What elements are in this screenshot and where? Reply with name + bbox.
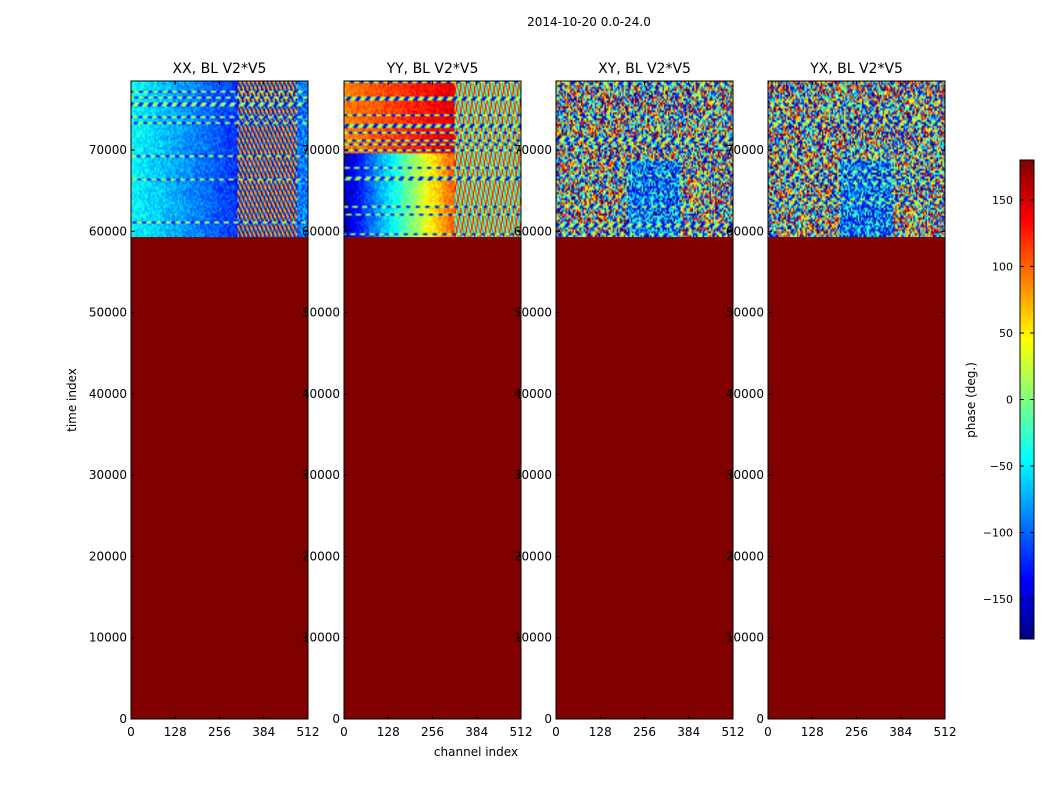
panel-4-ytick-label: 30000 bbox=[726, 468, 764, 482]
panel-3-heatmap-active bbox=[556, 81, 733, 238]
panel-2: YY, BL V2*V5 0 10000 20000 30000 40000 50000 60… bbox=[302, 61, 533, 739]
panel-3-xtick-label: 512 bbox=[722, 725, 745, 739]
figure-title: 2014-10-20 0.0-24.0 bbox=[527, 15, 651, 29]
panel-4-xtick-label: 256 bbox=[845, 725, 868, 739]
panel-4-ytick-label: 70000 bbox=[726, 143, 764, 157]
panel-1-title: XX, BL V2*V5 bbox=[173, 61, 267, 77]
panel-4-ytick-label: 60000 bbox=[726, 224, 764, 238]
panel-1-xtick-label: 512 bbox=[297, 725, 320, 739]
panel-2-xtick-label: 384 bbox=[465, 725, 488, 739]
panel-2-xtick-label: 128 bbox=[377, 725, 400, 739]
panel-3-ytick-label: 0 bbox=[544, 712, 552, 726]
panel-3-xtick-label: 0 bbox=[552, 725, 560, 739]
panel-1-ytick-label: 0 bbox=[119, 712, 127, 726]
panel-3-ytick-label: 70000 bbox=[514, 143, 552, 157]
panel-4-ytick-label: 10000 bbox=[726, 631, 764, 645]
panel-1-ytick-label: 60000 bbox=[89, 224, 127, 238]
panel-4-xtick-label: 128 bbox=[801, 725, 824, 739]
colorbar-tick-label: 50 bbox=[999, 327, 1013, 340]
colorbar-tick-label: 100 bbox=[992, 260, 1013, 273]
panel-2-heatmap-active bbox=[344, 81, 521, 238]
panel-3: XY, BL V2*V5 0 10000 20000 30000 40000 50000 60… bbox=[514, 61, 745, 739]
panel-3-title: XY, BL V2*V5 bbox=[598, 61, 691, 77]
panel-1-ytick-label: 10000 bbox=[89, 631, 127, 645]
panel-2-ytick-label: 40000 bbox=[302, 387, 340, 401]
colorbar: 150 100 50 0 −50 −100 −150 bbox=[983, 159, 1035, 640]
panel-3-ytick-label: 60000 bbox=[514, 224, 552, 238]
panel-4-xtick-label: 512 bbox=[934, 725, 957, 739]
panel-3-ytick-label: 20000 bbox=[514, 549, 552, 563]
panel-4-ytick-label: 40000 bbox=[726, 387, 764, 401]
colorbar-tick-label: −100 bbox=[983, 527, 1013, 540]
panel-4-heatmap-active bbox=[768, 81, 945, 238]
colorbar-tick-label: 150 bbox=[992, 194, 1013, 207]
panel-3-xtick-label: 384 bbox=[677, 725, 700, 739]
panel-4-title: YX, BL V2*V5 bbox=[809, 61, 903, 77]
panel-1-xtick-label: 128 bbox=[164, 725, 187, 739]
panel-1-ytick-label: 70000 bbox=[89, 143, 127, 157]
panel-2-ytick-label: 60000 bbox=[302, 224, 340, 238]
panel-1-heatmap-flagged bbox=[131, 237, 308, 720]
panel-2-ytick-label: 70000 bbox=[302, 143, 340, 157]
panel-2-ytick-label: 50000 bbox=[302, 306, 340, 320]
panel-4-heatmap-flagged bbox=[768, 237, 945, 720]
panel-4-ytick-label: 20000 bbox=[726, 549, 764, 563]
panel-1-heatmap-active bbox=[131, 81, 308, 238]
panel-3-xtick-label: 128 bbox=[589, 725, 612, 739]
panel-3-xtick-label: 256 bbox=[633, 725, 656, 739]
panel-3-ytick-label: 30000 bbox=[514, 468, 552, 482]
panel-4-ytick-label: 50000 bbox=[726, 306, 764, 320]
panel-4: YX, BL V2*V5 0 10000 20000 30000 40000 50000 60… bbox=[726, 61, 957, 739]
panel-2-xtick-label: 256 bbox=[421, 725, 444, 739]
panel-2-xtick-label: 0 bbox=[340, 725, 348, 739]
panel-2-xtick-label: 512 bbox=[510, 725, 533, 739]
panel-1-ytick-label: 20000 bbox=[89, 549, 127, 563]
panel-2-title: YY, BL V2*V5 bbox=[386, 61, 479, 77]
panel-2-ytick-label: 30000 bbox=[302, 468, 340, 482]
colorbar-label: phase (deg.) bbox=[964, 362, 978, 438]
panel-1-xtick-label: 384 bbox=[252, 725, 275, 739]
panel-3-ytick-label: 10000 bbox=[514, 631, 552, 645]
panel-1-xtick-label: 256 bbox=[208, 725, 231, 739]
colorbar-tick-label: −150 bbox=[983, 593, 1013, 606]
colorbar-tick-label: −50 bbox=[990, 460, 1013, 473]
panel-1-ytick-label: 40000 bbox=[89, 387, 127, 401]
panel-4-ytick-label: 0 bbox=[756, 712, 764, 726]
panel-2-heatmap-flagged bbox=[344, 237, 521, 720]
panel-1-xtick-label: 0 bbox=[127, 725, 135, 739]
x-axis-label: channel index bbox=[434, 745, 518, 759]
panel-2-ytick-label: 20000 bbox=[302, 549, 340, 563]
panels: XX, BL V2*V5 0 10000 20000 30000 40000 50000 60… bbox=[89, 61, 957, 739]
panel-1-ytick-label: 30000 bbox=[89, 468, 127, 482]
panel-3-ytick-label: 50000 bbox=[514, 306, 552, 320]
panel-1-ytick-label: 50000 bbox=[89, 306, 127, 320]
panel-4-xtick-label: 0 bbox=[764, 725, 772, 739]
panel-2-ytick-label: 0 bbox=[332, 712, 340, 726]
panel-1: XX, BL V2*V5 0 10000 20000 30000 40000 50000 60… bbox=[89, 61, 320, 739]
panel-3-ytick-label: 40000 bbox=[514, 387, 552, 401]
y-axis-label: time index bbox=[65, 368, 79, 432]
colorbar-tick-label: 0 bbox=[1006, 394, 1013, 407]
panel-2-ytick-label: 10000 bbox=[302, 631, 340, 645]
panel-3-heatmap-flagged bbox=[556, 237, 733, 720]
panel-4-xtick-label: 384 bbox=[889, 725, 912, 739]
